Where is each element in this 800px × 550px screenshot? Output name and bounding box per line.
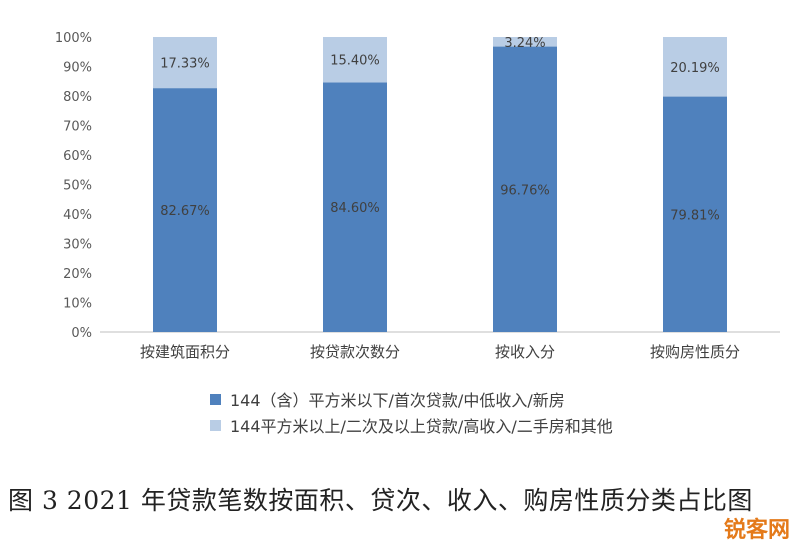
legend-label-series-1: 144（含）平方米以下/首次贷款/中低收入/新房 bbox=[230, 391, 565, 410]
y-tick-label: 90% bbox=[63, 61, 92, 76]
stacked-bar-chart: 0% 10% 20% 30% 40% 50% 60% 70% 80% 90% 100% 82.67% 1… bbox=[55, 31, 780, 361]
bar-segment-series-2 bbox=[323, 37, 387, 83]
y-tick-label: 80% bbox=[63, 90, 92, 105]
y-tick-label: 70% bbox=[63, 120, 92, 135]
bar-segment-series-1 bbox=[153, 88, 217, 332]
y-tick-label: 100% bbox=[55, 31, 92, 46]
data-label: 15.40% bbox=[330, 54, 380, 69]
bar-segment-series-2 bbox=[153, 37, 217, 89]
data-label: 17.33% bbox=[160, 57, 210, 72]
y-tick-label: 30% bbox=[63, 238, 92, 253]
legend-swatch-series-2 bbox=[210, 419, 221, 431]
legend-item-series-1: 144（含）平方米以下/首次贷款/中低收入/新房 bbox=[210, 386, 613, 412]
y-tick-label: 0% bbox=[71, 326, 92, 341]
chart-legend: 144（含）平方米以下/首次贷款/中低收入/新房 144平方米以上/二次及以上贷… bbox=[210, 386, 613, 438]
x-tick-label: 按收入分 bbox=[495, 343, 555, 361]
watermark-logo: 锐客网 bbox=[723, 518, 790, 543]
bar-segment-series-1 bbox=[493, 46, 557, 333]
x-tick-label: 按购房性质分 bbox=[650, 343, 740, 361]
data-label: 82.67% bbox=[160, 204, 210, 219]
legend-swatch-series-1 bbox=[210, 393, 221, 405]
bar-segment-series-2 bbox=[493, 37, 557, 47]
figure-caption: 图 3 2021 年贷款笔数按面积、贷次、收入、购房性质分类占比图 bbox=[8, 486, 753, 515]
data-label: 79.81% bbox=[670, 208, 720, 223]
bar-segment-series-1 bbox=[323, 82, 387, 333]
legend-item-series-2: 144平方米以上/二次及以上贷款/高收入/二手房和其他 bbox=[210, 412, 613, 438]
data-label: 84.60% bbox=[330, 201, 380, 216]
data-label: 20.19% bbox=[670, 61, 720, 76]
bar-segment-series-1 bbox=[663, 96, 727, 332]
data-label: 3.24% bbox=[504, 36, 545, 51]
legend-label-series-2: 144平方米以上/二次及以上贷款/高收入/二手房和其他 bbox=[230, 417, 613, 436]
y-tick-label: 40% bbox=[63, 208, 92, 223]
y-tick-label: 10% bbox=[63, 297, 92, 312]
x-tick-label: 按贷款次数分 bbox=[310, 343, 400, 361]
y-tick-label: 20% bbox=[63, 267, 92, 282]
y-tick-label: 60% bbox=[63, 149, 92, 164]
data-label: 96.76% bbox=[500, 183, 550, 198]
x-tick-label: 按建筑面积分 bbox=[140, 343, 230, 361]
bar-segment-series-2 bbox=[663, 37, 727, 97]
y-tick-label: 50% bbox=[63, 179, 92, 194]
